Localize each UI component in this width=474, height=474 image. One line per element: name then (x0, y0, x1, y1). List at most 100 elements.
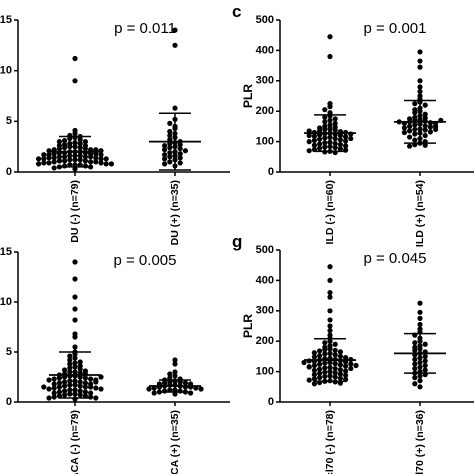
x-tick-label: Scl70 (-) (n=78) (324, 410, 336, 474)
data-point (332, 145, 338, 151)
data-point (51, 155, 57, 161)
data-point (433, 126, 439, 133)
y-axis-label: PLR (241, 314, 255, 338)
data-point (67, 391, 73, 397)
data-point (51, 394, 57, 400)
y-tick-label: 100 (256, 366, 274, 378)
data-point (327, 264, 333, 270)
data-point (162, 152, 168, 158)
data-point (167, 159, 173, 165)
y-tick-label: 0 (6, 396, 12, 408)
data-point (332, 352, 338, 358)
data-point (412, 347, 418, 353)
data-point (412, 122, 418, 128)
p-value: p = 0.001 (364, 20, 427, 37)
y-tick-label: 15 (0, 246, 12, 258)
data-point (172, 373, 178, 379)
data-point (332, 140, 338, 147)
data-point (46, 386, 52, 392)
data-point (162, 147, 168, 153)
data-point (417, 321, 423, 328)
y-tick-label: 10 (0, 296, 12, 308)
y-tick-label: 200 (256, 105, 274, 117)
data-point (317, 348, 323, 354)
data-point (67, 365, 73, 371)
data-point (422, 362, 428, 369)
data-point (172, 105, 178, 111)
data-point (82, 163, 88, 169)
data-point (327, 277, 333, 283)
data-point (306, 364, 312, 370)
data-point (332, 120, 338, 126)
data-point (56, 139, 63, 145)
data-point (172, 361, 178, 367)
data-point (103, 161, 109, 167)
data-point (332, 361, 338, 367)
data-point (332, 116, 338, 122)
data-point (337, 132, 343, 139)
data-point (306, 358, 312, 364)
data-point (327, 317, 333, 323)
data-point (343, 372, 349, 378)
data-point (82, 139, 88, 145)
y-tick-label: 0 (268, 396, 274, 408)
data-point (46, 155, 52, 161)
data-point (311, 381, 317, 387)
data-point (322, 119, 328, 125)
data-point (322, 347, 328, 353)
data-point (317, 353, 323, 359)
data-point (348, 135, 354, 142)
data-point (427, 124, 433, 130)
data-point (322, 373, 328, 380)
data-point (177, 160, 183, 166)
data-point (327, 53, 333, 60)
x-tick-label: ACA (+) (n=35) (169, 410, 181, 474)
data-point (56, 375, 63, 381)
data-point (93, 395, 99, 401)
data-point (77, 157, 83, 163)
data-point (72, 334, 78, 340)
data-point (337, 367, 343, 373)
data-point (343, 355, 349, 361)
data-point (77, 388, 83, 394)
data-point (332, 365, 338, 372)
data-point (67, 382, 73, 388)
data-point (162, 156, 168, 162)
x-tick-label: ACA (-) (n=79) (69, 410, 81, 474)
data-point (62, 379, 68, 385)
data-point (93, 159, 99, 165)
y-tick-label: 10 (0, 65, 12, 77)
data-point (98, 156, 104, 162)
data-point (177, 146, 183, 152)
data-point (306, 377, 312, 383)
data-point (343, 143, 349, 149)
y-tick-label: 300 (256, 305, 274, 317)
data-point (343, 138, 349, 144)
data-point (311, 354, 317, 360)
data-point (417, 378, 423, 384)
data-point (322, 114, 328, 120)
data-point (77, 141, 83, 147)
data-point (77, 383, 83, 389)
data-point (146, 386, 152, 392)
data-point (88, 390, 94, 396)
data-point (417, 315, 423, 321)
data-point (77, 153, 83, 159)
data-point (343, 368, 349, 374)
data-point (422, 341, 428, 347)
panel-label: c (232, 2, 241, 21)
data-point (82, 389, 88, 395)
data-point (417, 300, 423, 306)
data-point (422, 353, 428, 359)
data-point (412, 365, 418, 372)
x-tick-label: ILD (+) (n=54) (414, 180, 426, 247)
data-point (162, 143, 168, 149)
data-point (46, 377, 52, 383)
x-tick-label: DU (+) (n=35) (169, 180, 181, 245)
data-point (301, 359, 307, 366)
data-point (72, 306, 78, 312)
data-point (77, 136, 83, 143)
data-point (412, 340, 418, 346)
y-tick-label: 300 (256, 75, 274, 87)
y-tick-label: 5 (6, 346, 12, 358)
